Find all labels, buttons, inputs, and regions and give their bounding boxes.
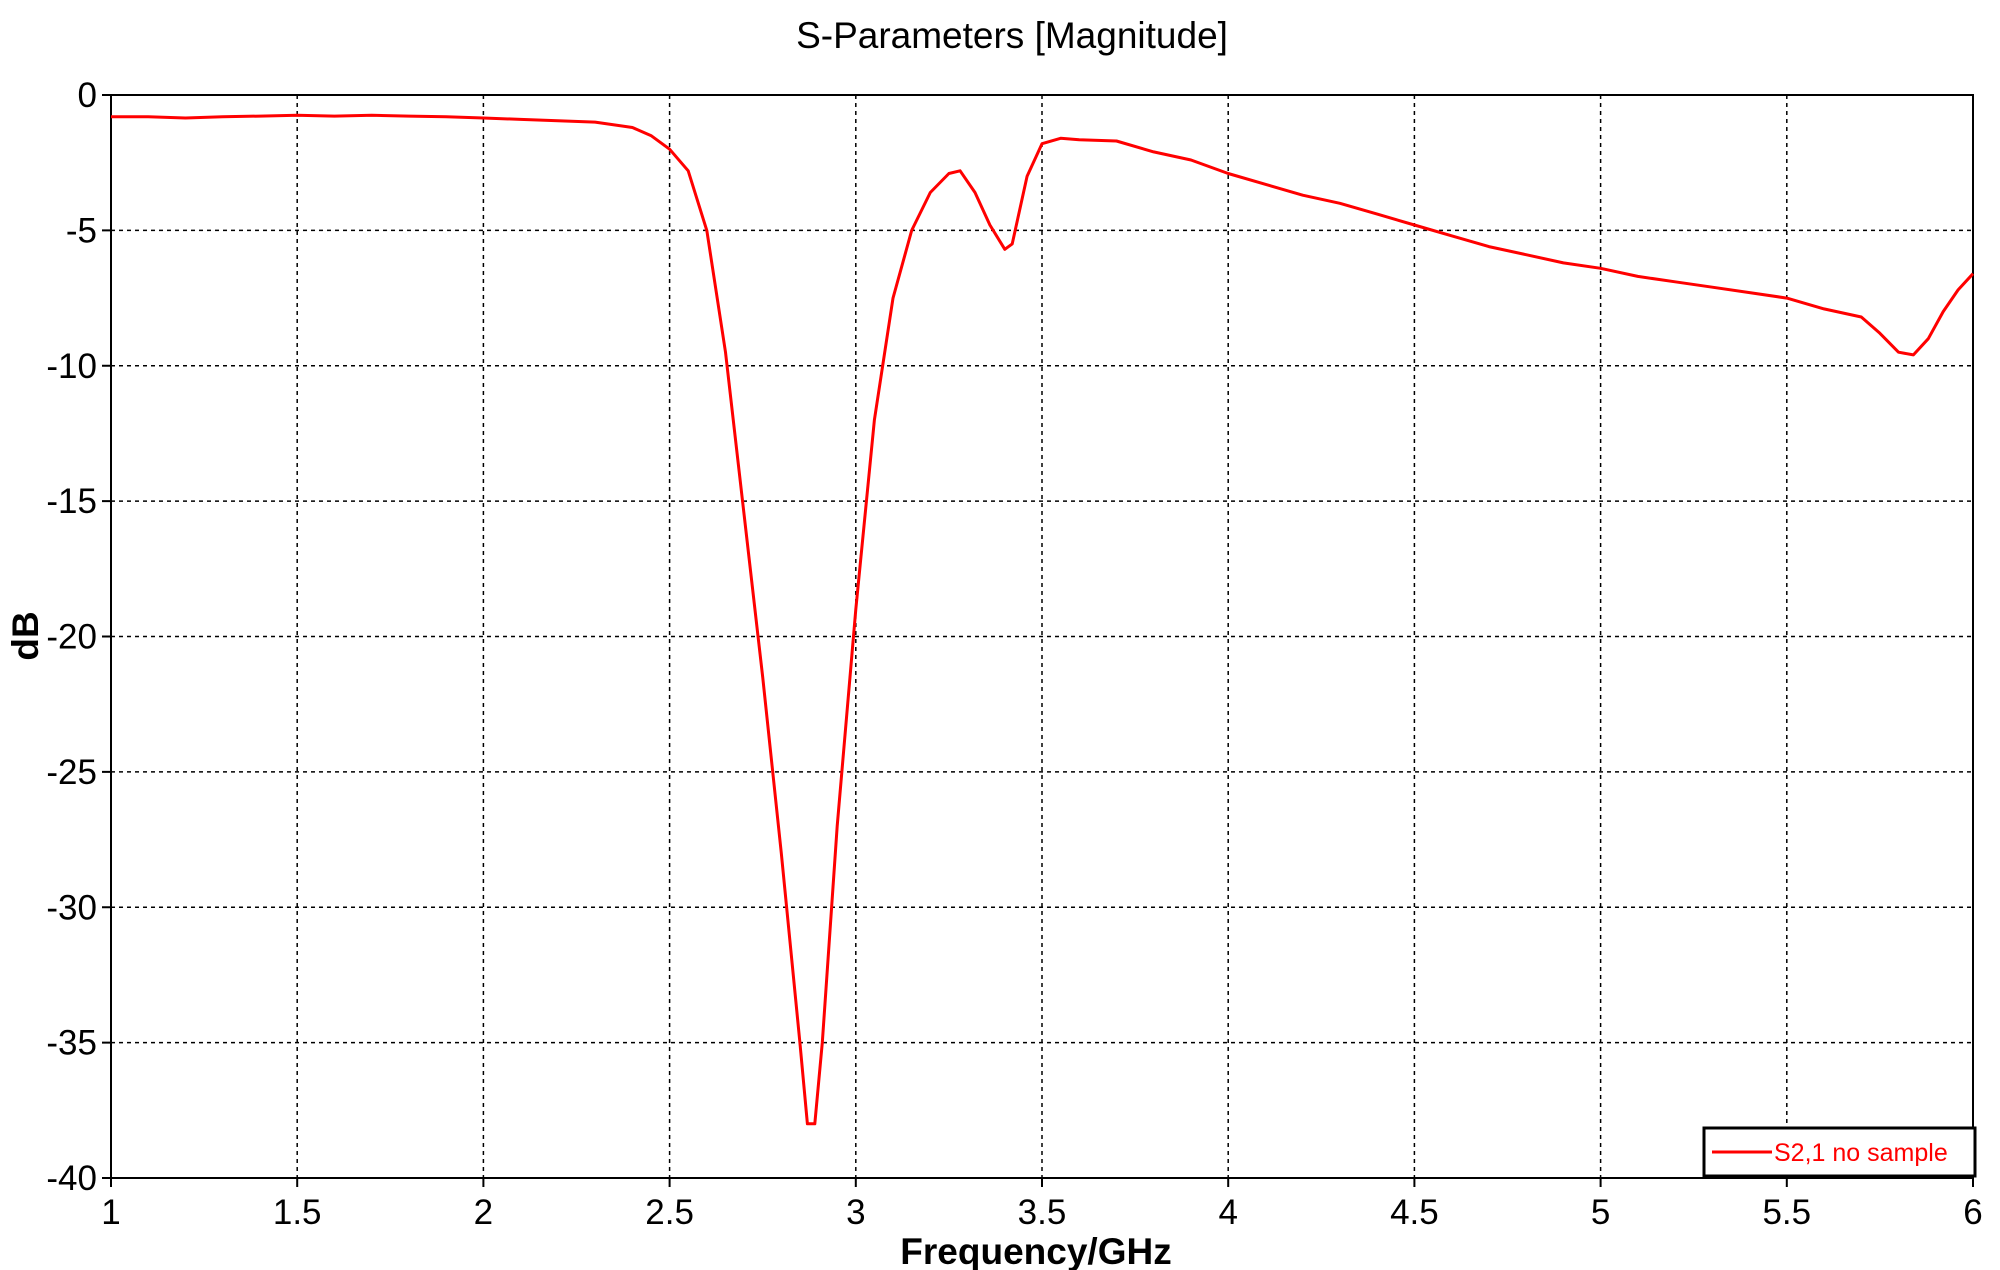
y-tick-label: 0 (78, 76, 97, 115)
series-line-0 (111, 113, 1975, 1126)
grid-lines (111, 95, 1973, 1178)
y-tick-label: -35 (46, 1024, 97, 1063)
y-tick-label: -10 (46, 347, 97, 386)
y-tick-label: -25 (46, 753, 97, 792)
x-tick-label: 2.5 (645, 1193, 694, 1232)
series-group (111, 113, 1975, 1126)
x-tick-label: 3.5 (1018, 1193, 1067, 1232)
x-axis-label: Frequency/GHz (900, 1231, 1171, 1270)
x-tick-label: 2 (474, 1193, 493, 1232)
y-tick-label: -30 (46, 888, 97, 927)
x-tick-label: 4.5 (1390, 1193, 1439, 1232)
y-tick-label: -15 (46, 482, 97, 521)
x-tick-label: 5.5 (1762, 1193, 1811, 1232)
y-tick-label: -5 (66, 211, 97, 250)
chart-title: S-Parameters [Magnitude] (796, 15, 1228, 56)
x-axis-ticks: 1 1.5 2 2.5 3 3.5 4 4.5 5 5.5 6 (101, 1178, 1983, 1232)
y-tick-label: -40 (46, 1159, 97, 1198)
y-tick-label: -20 (46, 618, 97, 657)
legend-entry: S2,1 no sample (1774, 1139, 1948, 1167)
x-tick-label: 1.5 (273, 1193, 322, 1232)
y-axis-label: dB (5, 611, 46, 660)
x-tick-label: 6 (1963, 1193, 1982, 1232)
x-tick-label: 4 (1218, 1193, 1237, 1232)
x-tick-label: 1 (101, 1193, 120, 1232)
legend: S2,1 no sample (1702, 1126, 1977, 1178)
y-axis-ticks: 0 -5 -10 -15 -20 -25 -30 -35 -40 (46, 76, 111, 1198)
x-tick-label: 3 (846, 1193, 865, 1232)
x-tick-label: 5 (1591, 1193, 1610, 1232)
